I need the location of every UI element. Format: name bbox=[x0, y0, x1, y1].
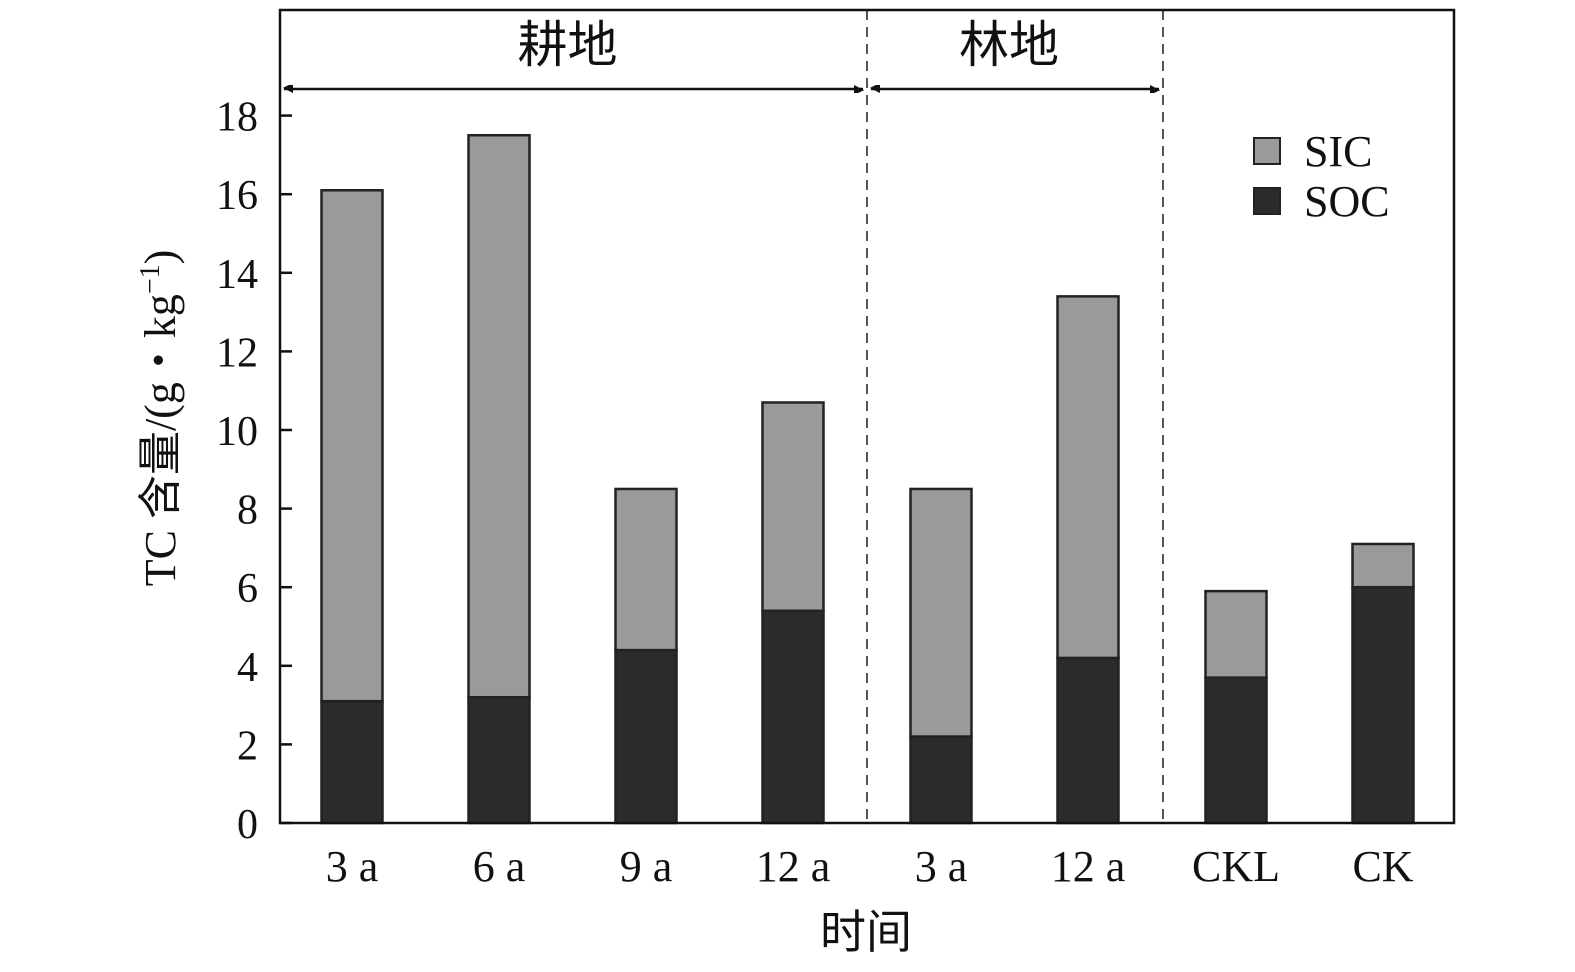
x-tick-label-0: 3 a bbox=[326, 842, 379, 891]
legend-label-soc: SOC bbox=[1304, 177, 1390, 226]
bar-sic-3 bbox=[761, 401, 825, 613]
bar-soc-3 bbox=[761, 609, 825, 825]
x-tick-label-3: 12 a bbox=[756, 842, 831, 891]
x-tick-label-7: CK bbox=[1352, 842, 1413, 891]
group-label-1: 林地 bbox=[959, 17, 1059, 73]
x-tick-label-5: 12 a bbox=[1051, 842, 1126, 891]
y-tick-label-18: 18 bbox=[216, 95, 258, 141]
y-tick-label-4: 4 bbox=[237, 645, 258, 691]
bars-layer bbox=[320, 134, 1415, 825]
bar-sic-5 bbox=[1056, 295, 1120, 660]
bar-soc-2 bbox=[614, 648, 678, 825]
plot-frame bbox=[278, 8, 1456, 825]
legend-label-sic: SIC bbox=[1304, 127, 1372, 176]
legend-swatch-soc bbox=[1253, 187, 1281, 215]
y-tick-label-0: 0 bbox=[237, 802, 258, 848]
group-label-0: 耕地 bbox=[518, 17, 618, 73]
y-tick-label-12: 12 bbox=[216, 330, 258, 376]
bar-soc-5 bbox=[1056, 656, 1120, 825]
bar-soc-6 bbox=[1204, 676, 1268, 825]
x-tick-label-4: 3 a bbox=[915, 842, 968, 891]
bar-sic-4 bbox=[909, 487, 973, 738]
bar-soc-7 bbox=[1351, 585, 1415, 825]
y-tick-label-6: 6 bbox=[237, 566, 258, 612]
x-tick-label-2: 9 a bbox=[620, 842, 673, 891]
bar-soc-1 bbox=[467, 695, 531, 825]
bar-soc-0 bbox=[320, 699, 384, 825]
bar-soc-4 bbox=[909, 735, 973, 825]
group-annotations: 耕地 林地 bbox=[284, 17, 1159, 89]
y-axis-label: TC 含量/(g・kg−1) bbox=[135, 250, 185, 587]
bar-sic-7 bbox=[1351, 542, 1415, 589]
legend-swatch-sic bbox=[1253, 137, 1281, 165]
y-tick-label-16: 16 bbox=[216, 173, 258, 219]
x-tick-label-1: 6 a bbox=[473, 842, 526, 891]
y-tick-label-8: 8 bbox=[237, 488, 258, 534]
x-tick-label-6: CKL bbox=[1192, 842, 1280, 891]
y-axis: 0 2 4 6 8 10 12 14 16 18 bbox=[216, 95, 292, 848]
x-axis: 3 a 6 a 9 a 12 a 3 a 12 a CKL CK bbox=[326, 842, 1414, 891]
bar-sic-2 bbox=[614, 487, 678, 652]
bar-sic-1 bbox=[467, 134, 531, 699]
bar-sic-0 bbox=[320, 189, 384, 703]
y-tick-label-10: 10 bbox=[216, 409, 258, 455]
x-axis-label: 时间 bbox=[820, 907, 912, 958]
y-tick-label-2: 2 bbox=[237, 723, 258, 769]
y-tick-label-14: 14 bbox=[216, 252, 258, 298]
bar-sic-6 bbox=[1204, 589, 1268, 679]
